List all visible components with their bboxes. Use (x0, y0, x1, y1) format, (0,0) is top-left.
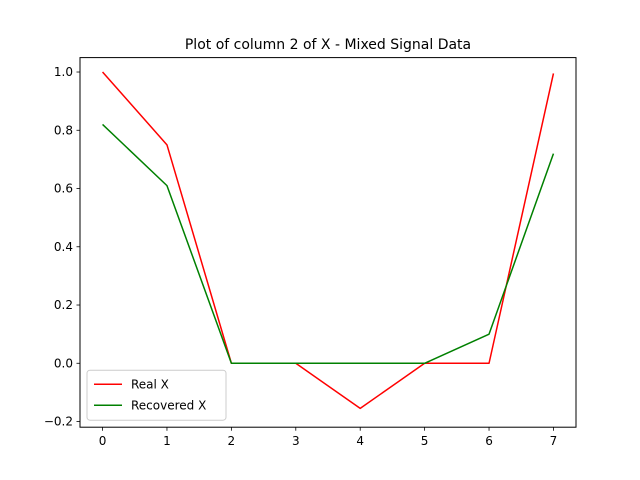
chart-title: Plot of column 2 of X - Mixed Signal Dat… (185, 37, 471, 53)
y-tick-label: 0.4 (54, 240, 73, 254)
y-tick-label: 0.2 (54, 298, 73, 312)
legend-box (86, 369, 227, 421)
y-tick-label: −0.2 (44, 415, 73, 429)
legend: Real X Recovered X (86, 369, 227, 421)
y-tick-label: 0.8 (54, 123, 73, 137)
x-tick-label: 1 (163, 434, 171, 448)
series-line-0 (101, 71, 555, 410)
x-tick-label: 5 (421, 434, 429, 448)
y-tick-label: 0.0 (54, 356, 73, 370)
x-tick-label: 6 (485, 434, 493, 448)
x-tick-label: 0 (99, 434, 107, 448)
series-line-1 (102, 123, 555, 365)
x-tick-label: 3 (292, 434, 300, 448)
x-tick-label: 2 (228, 434, 236, 448)
plot-area-frame (79, 57, 577, 428)
legend-label-1: Recovered X (131, 399, 206, 413)
y-tick-label: 0.6 (54, 182, 73, 196)
y-tick-label: 1.0 (54, 65, 73, 79)
x-tick-label: 4 (356, 434, 364, 448)
legend-label-0: Real X (131, 378, 169, 392)
x-tick-label: 7 (550, 434, 558, 448)
